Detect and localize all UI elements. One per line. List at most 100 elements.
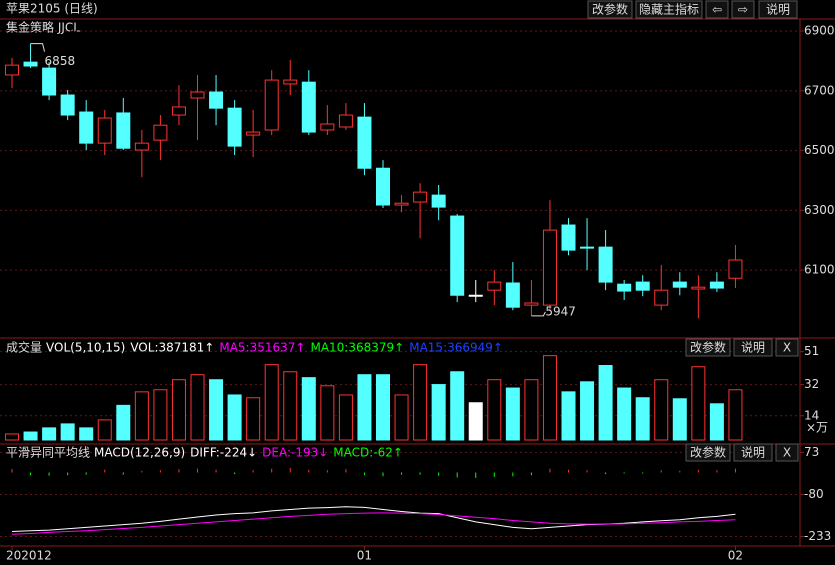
candle-body — [654, 289, 669, 306]
candle-body — [264, 79, 279, 131]
y-tick-label: 6900 — [804, 24, 835, 38]
volume-bar — [97, 419, 112, 441]
y-tick-label: -233 — [804, 529, 831, 543]
candle-body — [97, 117, 112, 144]
candle-body — [60, 94, 75, 116]
candle-body — [209, 91, 224, 109]
volume-bar — [376, 374, 390, 441]
button-frame — [775, 443, 799, 462]
next-button[interactable]: ⇨ — [731, 0, 755, 19]
button[interactable]: X — [775, 443, 799, 462]
button[interactable]: 说明 — [733, 338, 773, 357]
svg-text:⇨: ⇨ — [738, 3, 748, 17]
candle-body — [301, 81, 316, 133]
candle-body — [227, 107, 242, 147]
candle-body — [691, 286, 706, 290]
prev-button[interactable]: ⇦ — [705, 0, 729, 19]
panel-title: 平滑异同平均线 — [6, 446, 90, 460]
volume-bar — [190, 374, 205, 441]
button-label: 改参数 — [592, 2, 628, 17]
button[interactable]: 说明 — [758, 0, 798, 19]
candle-body — [338, 114, 353, 128]
y-tick-label: 73 — [804, 445, 819, 459]
candle-body — [190, 91, 205, 99]
volume-bar — [598, 365, 613, 441]
candle-body — [5, 64, 19, 76]
button-label: 说明 — [741, 445, 765, 460]
button-label: 说明 — [766, 2, 790, 17]
candle-body — [42, 67, 57, 96]
candle-body — [320, 123, 335, 131]
volume-bar — [524, 379, 539, 441]
y-tick-label: 6500 — [804, 143, 835, 157]
button-label: 隐藏主指标 — [639, 2, 699, 17]
candle-body — [431, 194, 446, 208]
volume-bar — [654, 379, 669, 441]
y-tick-label: 6100 — [804, 263, 835, 277]
x-tick-label: 202012 — [6, 549, 52, 563]
legend-entry: MA5:351637↑ — [219, 341, 305, 355]
y-tick-label: 6300 — [804, 203, 835, 217]
button-frame — [635, 0, 703, 19]
volume-bar — [153, 389, 168, 441]
volume-bar — [134, 391, 149, 441]
volume-bar — [301, 377, 316, 441]
legend-entry: MACD:-62↑ — [333, 446, 403, 460]
button-frame — [685, 338, 731, 357]
button-label: X — [783, 446, 791, 460]
candle-body — [524, 302, 539, 306]
volume-bar — [42, 427, 57, 441]
volume-bar — [227, 394, 242, 441]
button-label: 改参数 — [690, 340, 726, 355]
volume-bar — [468, 402, 483, 441]
button[interactable]: 改参数 — [587, 0, 633, 19]
volume-bar — [617, 387, 632, 441]
button[interactable]: 隐藏主指标 — [635, 0, 703, 19]
x-tick-label: 02 — [728, 549, 743, 563]
button-label: 改参数 — [690, 445, 726, 460]
legend-entry: MA15:366949↑ — [409, 341, 503, 355]
y-tick-label: 14 — [804, 408, 819, 422]
volume-bar — [320, 385, 335, 441]
candle-body — [635, 281, 650, 291]
candle-body — [672, 281, 687, 288]
candle-body — [171, 106, 186, 116]
window-title: 苹果2105 (日线) — [6, 2, 98, 16]
svg-text:⇦: ⇦ — [712, 3, 722, 17]
panel-title: 成交量 — [6, 340, 42, 355]
button[interactable]: 说明 — [733, 443, 773, 462]
candle-body — [376, 167, 390, 206]
volume-bar — [728, 389, 743, 441]
macd-line — [11, 512, 736, 535]
candle-body — [617, 283, 632, 292]
candle-body — [709, 281, 724, 289]
button[interactable]: 改参数 — [685, 338, 731, 357]
volume-bar — [672, 398, 687, 441]
y-tick-label: -80 — [804, 487, 824, 501]
volume-bar — [246, 397, 261, 441]
candle-body — [357, 116, 372, 169]
legend-entry: MA10:368379↑ — [310, 341, 404, 355]
volume-bar — [542, 355, 557, 441]
button[interactable]: X — [775, 338, 799, 357]
volume-bar — [394, 394, 409, 441]
button-frame — [775, 338, 799, 357]
candle-body — [450, 215, 465, 296]
candle-body — [728, 259, 743, 279]
button[interactable]: 改参数 — [685, 443, 731, 462]
candle-body — [153, 124, 168, 141]
volume-bar — [505, 387, 520, 441]
volume-bar — [116, 404, 131, 441]
candle-body — [283, 79, 298, 85]
legend-entry: VOL:387181↑ — [130, 341, 214, 355]
volume-bar — [413, 364, 428, 441]
candle-body — [413, 191, 428, 203]
button-label: 说明 — [741, 340, 765, 355]
candle-body — [542, 229, 557, 306]
button-frame — [733, 443, 773, 462]
volume-bar — [691, 366, 706, 441]
y-tick-label: 6700 — [804, 83, 835, 97]
volume-bar — [487, 379, 502, 441]
